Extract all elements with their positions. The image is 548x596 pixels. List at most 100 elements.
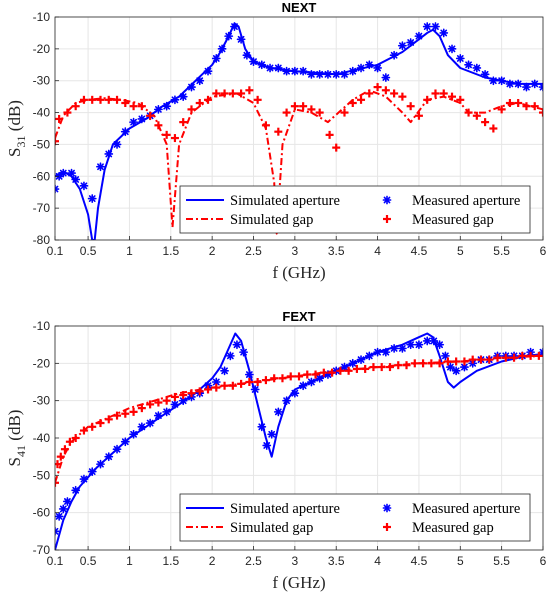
series-measured-aperture-point [381, 347, 391, 357]
series-measured-gap-point [485, 355, 494, 364]
legend-box [179, 185, 531, 234]
series-measured-gap-point [63, 108, 72, 117]
x-tick-label: 2 [209, 244, 216, 258]
series-measured-aperture-point [464, 60, 473, 70]
series-measured-gap-point [493, 353, 502, 362]
series-measured-aperture-point [356, 355, 366, 365]
series-measured-aperture-point [225, 351, 235, 361]
series-measured-aperture-point [195, 76, 205, 86]
series-measured-aperture-point [373, 347, 382, 357]
series-measured-gap-point [129, 407, 138, 416]
series-measured-aperture-point [364, 60, 374, 70]
y-tick-label: -70 [33, 201, 51, 215]
series-measured-aperture-point [267, 429, 277, 439]
series-measured-aperture-point [273, 407, 283, 417]
series-measured-gap-point [162, 130, 171, 139]
legend-item-measured-aperture-label: Measured aperture [412, 501, 520, 517]
series-measured-aperture-point [340, 69, 349, 79]
series-measured-gap-point [365, 89, 374, 98]
y-tick-label: -10 [33, 319, 51, 333]
series-measured-gap-point [286, 372, 295, 381]
series-measured-aperture-point [67, 168, 76, 178]
series-measured-gap-point [228, 89, 237, 98]
series-measured-gap-point [187, 389, 196, 398]
series-measured-gap-point [261, 376, 270, 385]
x-tick-label: 6 [540, 244, 547, 258]
series-group [55, 332, 543, 550]
series-measured-aperture-point [505, 79, 515, 89]
series-measured-gap-point [501, 353, 510, 362]
series-measured-gap-point [146, 400, 155, 409]
series-measured-gap-point [154, 121, 163, 130]
x-tick-label: 5 [457, 244, 464, 258]
series-measured-aperture-point [538, 82, 543, 92]
series-measured-aperture-point [480, 69, 490, 79]
series-measured-gap-point [278, 374, 287, 383]
series-measured-aperture-point [162, 101, 172, 111]
series-measured-gap-point [431, 89, 440, 98]
series-measured-gap-point [419, 359, 428, 368]
y-axis-label-main: S [5, 147, 24, 156]
series-measured-aperture-point [87, 467, 97, 477]
x-tick-label: 4.5 [411, 244, 428, 258]
series-measured-gap-point [245, 86, 254, 95]
series-measured-aperture-point [429, 336, 439, 346]
chart-title: FEXT [282, 309, 315, 324]
series-measured-gap-point [390, 89, 399, 98]
series-measured-gap-point [472, 111, 481, 120]
series-measured-aperture-point [170, 399, 180, 409]
series-measured-aperture-point [447, 44, 457, 54]
series-measured-aperture-point [170, 95, 180, 105]
series-measured-aperture-point [513, 79, 523, 89]
series-measured-gap-point [497, 105, 506, 114]
series-measured-aperture-point [307, 377, 316, 387]
series-measured-gap-point [55, 460, 62, 469]
series-simulated-gap-line [55, 354, 543, 484]
legend-item-measured-aperture-swatch [382, 503, 392, 513]
series-measured-gap-point [220, 89, 229, 98]
series-measured-gap-point [385, 363, 394, 372]
y-tick-label: -30 [33, 74, 51, 88]
series-measured-aperture-point [315, 69, 325, 79]
y-axis-label-unit: (dB) [5, 100, 24, 135]
series-measured-gap-point [137, 404, 146, 413]
series-measured-gap-point [121, 99, 130, 108]
series-measured-aperture-point [348, 66, 358, 76]
series-measured-gap-point [340, 108, 349, 117]
series-measured-gap-point [79, 426, 88, 435]
series-measured-gap-point [435, 359, 444, 368]
series-measured-gap-point [212, 383, 221, 392]
series-measured-gap-point [303, 370, 312, 379]
series-measured-aperture-point [373, 63, 382, 73]
series-measured-gap-point [443, 357, 452, 366]
x-tick-label: 0.5 [80, 244, 97, 258]
series-measured-gap-point [274, 127, 283, 136]
x-tick-label: 1.5 [162, 554, 179, 568]
series-measured-aperture-point [120, 437, 130, 447]
x-tick-label: 1 [126, 554, 133, 568]
series-measured-aperture-point [203, 66, 213, 76]
series-measured-aperture-point [244, 370, 254, 379]
series-measured-aperture-point [273, 63, 283, 73]
series-measured-aperture-point [137, 422, 147, 432]
series-measured-gap-point [253, 378, 262, 386]
series-measured-gap-point [514, 99, 523, 108]
series-measured-aperture-point [236, 34, 246, 44]
series-measured-gap-point [88, 422, 97, 431]
series-measured-aperture-point [397, 41, 407, 51]
series-measured-gap-point [121, 409, 130, 418]
series-measured-aperture-point [323, 69, 333, 79]
series-measured-gap-point [406, 102, 415, 111]
y-axis-label-main: S [5, 457, 24, 466]
series-measured-aperture-point [239, 347, 248, 357]
series-measured-gap-point [170, 392, 179, 401]
series-measured-gap-point [332, 143, 341, 152]
series-measured-gap-point [212, 89, 221, 98]
series-measured-gap-point [476, 355, 485, 364]
series-measured-aperture-point [257, 422, 267, 432]
series-measured-gap-point [510, 353, 519, 362]
series-measured-aperture-point [389, 50, 399, 60]
series-measured-gap-point [398, 92, 407, 101]
x-tick-label: 2 [209, 554, 216, 568]
series-measured-aperture-point [414, 340, 424, 350]
